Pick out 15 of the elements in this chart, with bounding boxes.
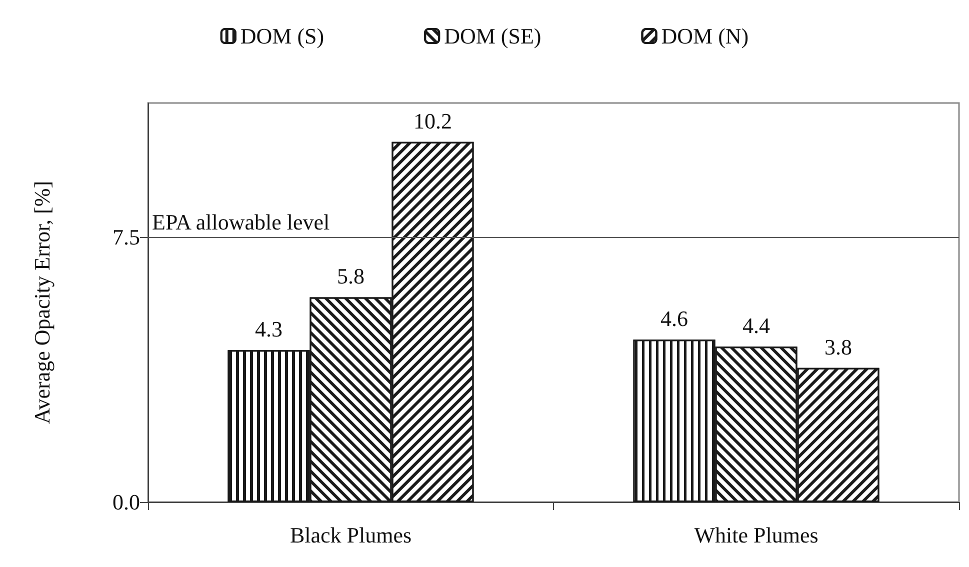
x-tick-label: White Plumes bbox=[694, 522, 818, 548]
legend-label: DOM (SE) bbox=[444, 24, 542, 48]
ref-line-label: EPA allowable level bbox=[152, 210, 330, 235]
data-label: 4.6 bbox=[660, 306, 688, 332]
data-label: 4.3 bbox=[255, 316, 282, 342]
legend-label: DOM (N) bbox=[661, 24, 749, 48]
data-label: 3.8 bbox=[824, 334, 852, 360]
y-tick-label: 0.0 bbox=[112, 490, 140, 514]
data-label: 5.8 bbox=[337, 264, 364, 289]
data-label: 4.4 bbox=[742, 313, 770, 338]
legend-label: DOM (S) bbox=[240, 24, 324, 48]
y-axis-title: Average Opacity Error, [%] bbox=[30, 180, 54, 424]
x-tick-label: Black Plumes bbox=[290, 522, 412, 548]
data-label: 10.2 bbox=[414, 108, 452, 134]
y-tick-label: 7.5 bbox=[112, 224, 140, 250]
